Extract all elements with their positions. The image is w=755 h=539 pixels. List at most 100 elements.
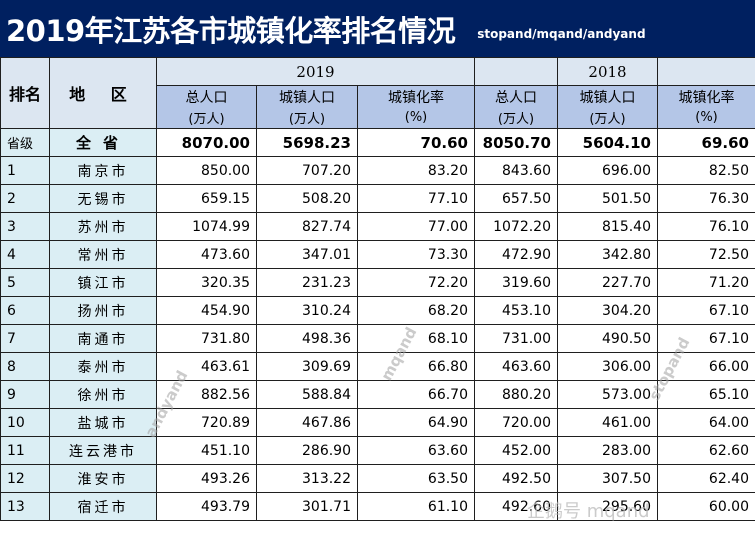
rate-2018-cell: 62.60 (657, 436, 755, 465)
urban-2018-cell: 307.50 (557, 464, 658, 493)
page-title: 2019年江苏各市城镇化率排名情况 (6, 13, 456, 48)
region-cell: 泰州市 (49, 352, 157, 381)
rate-2019-cell: 83.20 (357, 156, 475, 185)
urban-2019-cell: 467.86 (256, 408, 358, 437)
rate-2018-cell: 76.10 (657, 212, 755, 241)
region-cell: 常州市 (49, 240, 157, 269)
rate-2018-cell: 69.60 (657, 128, 755, 157)
rate-2019-cell: 70.60 (357, 128, 475, 157)
rank-cell: 4 (0, 240, 50, 269)
table-row: 3 苏州市 1074.99 827.74 77.00 1072.20 815.40 76.10 (0, 212, 755, 241)
urbanization-table: 排名 地 区 2019 2018 总人口 城镇人口 城镇化率 总人口 城镇人口 … (0, 57, 755, 521)
table-row: 7 南通市 731.80 498.36 68.10 731.00 490.50 67.10 (0, 324, 755, 353)
rate-2018-cell: 71.20 (657, 268, 755, 297)
rate-2018-cell: 72.50 (657, 240, 755, 269)
rank-cell: 9 (0, 380, 50, 409)
urban-2019-cell: 498.36 (256, 324, 358, 353)
table-row: 8 泰州市 463.61 309.69 66.80 463.60 306.00 66.00 (0, 352, 755, 381)
pop-2019-cell: 493.79 (156, 492, 257, 521)
urban-2018-cell: 306.00 (557, 352, 658, 381)
rate-2019-cell: 77.10 (357, 184, 475, 213)
header-urban-2018: 城镇人口 (557, 85, 658, 107)
table-row: 11 连云港市 451.10 286.90 63.60 452.00 283.00 62.60 (0, 436, 755, 465)
rank-cell: 7 (0, 324, 50, 353)
urban-2019-cell: 301.71 (256, 492, 358, 521)
rate-2019-cell: 73.30 (357, 240, 475, 269)
urban-2018-cell: 283.00 (557, 436, 658, 465)
header-year-spacer (474, 57, 558, 86)
table-row: 13 宿迁市 493.79 301.71 61.10 492.60 295.60 60.00 (0, 492, 755, 521)
pop-2019-cell: 1074.99 (156, 212, 257, 241)
urban-2019-cell: 588.84 (256, 380, 358, 409)
region-cell: 徐州市 (49, 380, 157, 409)
pop-2018-cell: 453.10 (474, 296, 558, 325)
pop-2019-cell: 454.90 (156, 296, 257, 325)
urban-2019-cell: 827.74 (256, 212, 358, 241)
header-year-2019: 2019 (156, 57, 475, 86)
urban-2019-cell: 508.20 (256, 184, 358, 213)
urban-2018-cell: 815.40 (557, 212, 658, 241)
urban-2018-cell: 490.50 (557, 324, 658, 353)
urban-2018-cell: 304.20 (557, 296, 658, 325)
rate-2018-cell: 65.10 (657, 380, 755, 409)
pop-2019-cell: 463.61 (156, 352, 257, 381)
page-subtitle: stopand/mqand/andyand (477, 26, 646, 41)
rate-2018-cell: 82.50 (657, 156, 755, 185)
table-row: 1 南京市 850.00 707.20 83.20 843.60 696.00 82.50 (0, 156, 755, 185)
unit-pop-2019: (万人) (156, 107, 257, 129)
region-cell: 南京市 (49, 156, 157, 185)
unit-pop-2018: (万人) (474, 107, 558, 129)
region-cell: 无锡市 (49, 184, 157, 213)
rank-cell: 2 (0, 184, 50, 213)
urban-2019-cell: 286.90 (256, 436, 358, 465)
urban-2018-cell: 5604.10 (557, 128, 658, 157)
urban-2019-cell: 231.23 (256, 268, 358, 297)
urban-2018-cell: 295.60 (557, 492, 658, 521)
urban-2018-cell: 461.00 (557, 408, 658, 437)
urban-2018-cell: 342.80 (557, 240, 658, 269)
pop-2019-cell: 493.26 (156, 464, 257, 493)
urban-2019-cell: 5698.23 (256, 128, 358, 157)
pop-2018-cell: 452.00 (474, 436, 558, 465)
rank-cell: 1 (0, 156, 50, 185)
region-cell: 南通市 (49, 324, 157, 353)
region-cell: 淮安市 (49, 464, 157, 493)
rate-2019-cell: 77.00 (357, 212, 475, 241)
rate-2018-cell: 76.30 (657, 184, 755, 213)
pop-2018-cell: 843.60 (474, 156, 558, 185)
pop-2019-cell: 720.89 (156, 408, 257, 437)
urban-2018-cell: 696.00 (557, 156, 658, 185)
header-year-spacer (657, 57, 755, 86)
urban-2019-cell: 707.20 (256, 156, 358, 185)
rate-2018-cell: 67.10 (657, 296, 755, 325)
pop-2018-cell: 319.60 (474, 268, 558, 297)
header-rank: 排名 (0, 57, 50, 129)
rate-2019-cell: 66.80 (357, 352, 475, 381)
rank-cell: 8 (0, 352, 50, 381)
header-region: 地 区 (49, 57, 157, 129)
rate-2018-cell: 67.10 (657, 324, 755, 353)
pop-2018-cell: 880.20 (474, 380, 558, 409)
pop-2018-cell: 731.00 (474, 324, 558, 353)
region-cell: 连云港市 (49, 436, 157, 465)
rate-2018-cell: 64.00 (657, 408, 755, 437)
rate-2019-cell: 63.50 (357, 464, 475, 493)
unit-urban-2019: (万人) (256, 107, 358, 129)
table-row: 12 淮安市 493.26 313.22 63.50 492.50 307.50 62.40 (0, 464, 755, 493)
region-cell: 扬州市 (49, 296, 157, 325)
unit-rate-2018: (%) (657, 107, 755, 129)
table-row: 6 扬州市 454.90 310.24 68.20 453.10 304.20 67.10 (0, 296, 755, 325)
pop-2018-cell: 492.50 (474, 464, 558, 493)
rank-cell: 5 (0, 268, 50, 297)
pop-2019-cell: 8070.00 (156, 128, 257, 157)
pop-2019-cell: 473.60 (156, 240, 257, 269)
rate-2018-cell: 62.40 (657, 464, 755, 493)
rate-2018-cell: 60.00 (657, 492, 755, 521)
region-cell: 盐城市 (49, 408, 157, 437)
region-cell: 宿迁市 (49, 492, 157, 521)
urban-2018-cell: 227.70 (557, 268, 658, 297)
pop-2019-cell: 850.00 (156, 156, 257, 185)
rank-cell: 3 (0, 212, 50, 241)
pop-2018-cell: 657.50 (474, 184, 558, 213)
unit-rate-2019: (%) (357, 107, 475, 129)
